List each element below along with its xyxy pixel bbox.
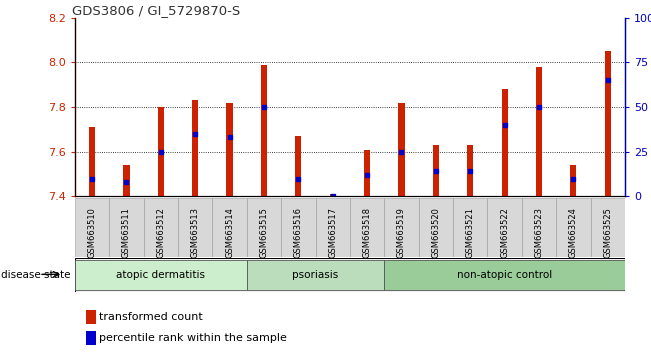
FancyBboxPatch shape [522, 198, 556, 257]
Bar [192, 101, 199, 196]
FancyBboxPatch shape [590, 198, 625, 257]
FancyBboxPatch shape [75, 260, 247, 290]
Bar [158, 107, 164, 196]
Bar [605, 51, 611, 196]
FancyBboxPatch shape [247, 260, 384, 290]
Text: non-atopic control: non-atopic control [457, 269, 552, 280]
Bar [467, 145, 473, 196]
FancyBboxPatch shape [109, 198, 144, 257]
Text: GSM663513: GSM663513 [191, 207, 200, 258]
Text: psoriasis: psoriasis [292, 269, 339, 280]
Bar [123, 165, 130, 196]
Bar [296, 136, 301, 196]
Bar [364, 149, 370, 196]
Text: GSM663522: GSM663522 [500, 207, 509, 258]
Bar [433, 145, 439, 196]
Bar [89, 127, 95, 196]
FancyBboxPatch shape [212, 198, 247, 257]
Text: GDS3806 / GI_5729870-S: GDS3806 / GI_5729870-S [72, 4, 240, 17]
FancyBboxPatch shape [384, 260, 625, 290]
Text: GSM663519: GSM663519 [397, 207, 406, 258]
Bar [86, 331, 96, 345]
FancyBboxPatch shape [350, 198, 384, 257]
Bar [398, 103, 404, 196]
Bar [329, 194, 336, 196]
Text: GSM663523: GSM663523 [534, 207, 544, 258]
FancyBboxPatch shape [419, 198, 453, 257]
Text: GSM663514: GSM663514 [225, 207, 234, 258]
Text: GSM663518: GSM663518 [363, 207, 372, 258]
FancyBboxPatch shape [384, 198, 419, 257]
FancyBboxPatch shape [281, 198, 316, 257]
Text: GSM663517: GSM663517 [328, 207, 337, 258]
Text: transformed count: transformed count [100, 312, 203, 322]
Text: disease state: disease state [1, 270, 71, 280]
Text: GSM663512: GSM663512 [156, 207, 165, 258]
FancyBboxPatch shape [144, 198, 178, 257]
Text: GSM663510: GSM663510 [87, 207, 96, 258]
FancyBboxPatch shape [75, 258, 625, 292]
Text: atopic dermatitis: atopic dermatitis [117, 269, 205, 280]
Bar [261, 65, 267, 196]
Text: GSM663515: GSM663515 [260, 207, 268, 258]
Text: GSM663516: GSM663516 [294, 207, 303, 258]
FancyBboxPatch shape [178, 198, 212, 257]
Text: percentile rank within the sample: percentile rank within the sample [100, 333, 287, 343]
FancyBboxPatch shape [453, 198, 488, 257]
Text: GSM663524: GSM663524 [569, 207, 578, 258]
FancyBboxPatch shape [488, 198, 522, 257]
FancyBboxPatch shape [247, 198, 281, 257]
Bar [227, 103, 232, 196]
Bar [536, 67, 542, 196]
Bar [501, 89, 508, 196]
FancyBboxPatch shape [556, 198, 590, 257]
Text: GSM663525: GSM663525 [603, 207, 613, 258]
Text: GSM663521: GSM663521 [465, 207, 475, 258]
Text: GSM663511: GSM663511 [122, 207, 131, 258]
Bar [570, 165, 577, 196]
Bar [86, 310, 96, 324]
FancyBboxPatch shape [75, 198, 109, 257]
FancyBboxPatch shape [316, 198, 350, 257]
Text: GSM663520: GSM663520 [432, 207, 440, 258]
